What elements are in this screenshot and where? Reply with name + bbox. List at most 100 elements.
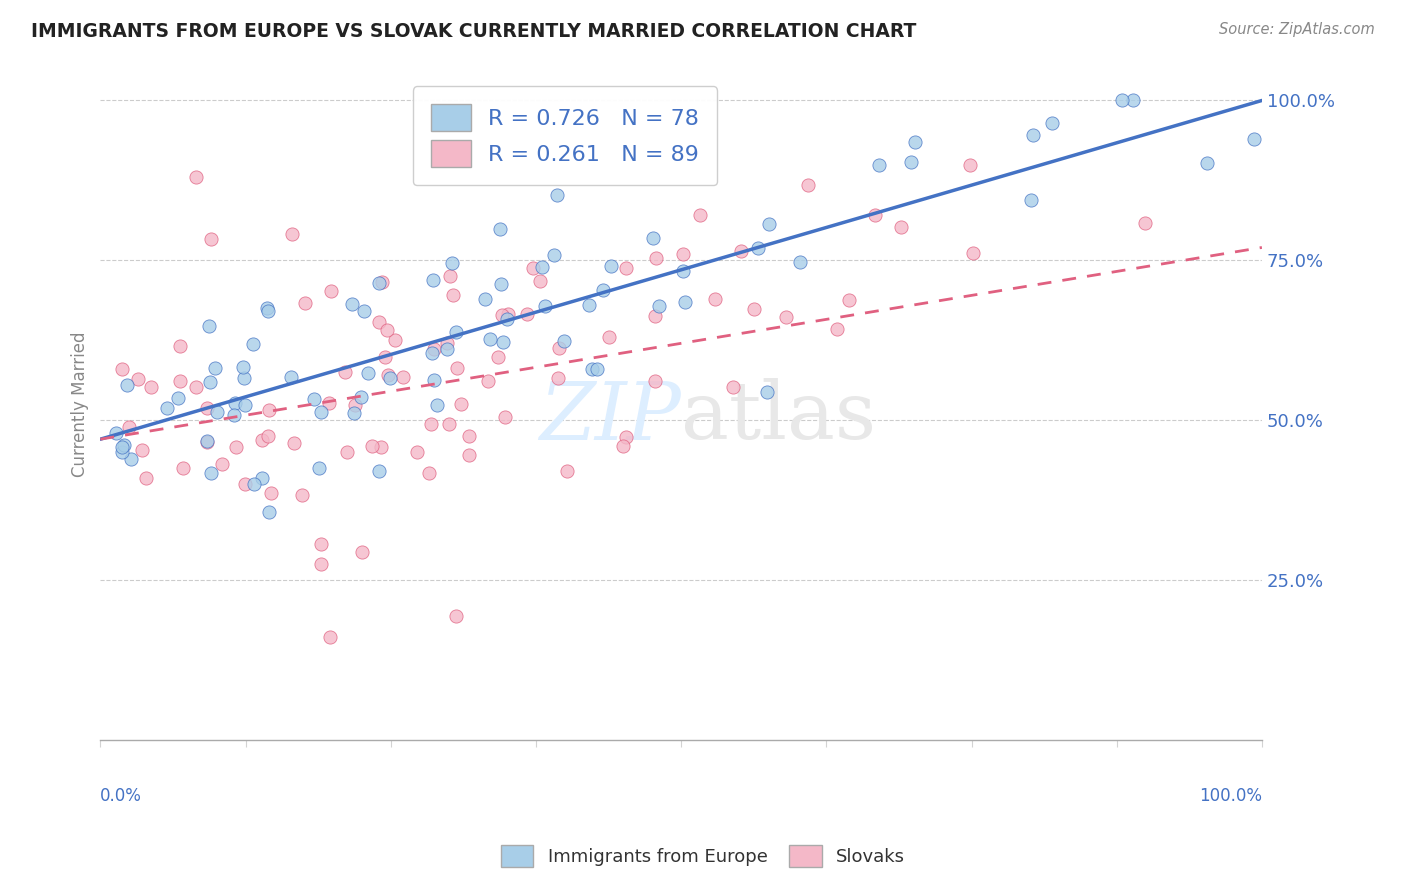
Point xyxy=(105,426,128,441)
Point xyxy=(531,260,554,274)
Point xyxy=(1019,193,1042,207)
Point xyxy=(419,417,441,431)
Point xyxy=(343,398,366,412)
Point xyxy=(491,277,513,292)
Point xyxy=(112,438,135,452)
Point xyxy=(127,372,149,386)
Point xyxy=(1133,216,1156,230)
Point xyxy=(200,375,222,389)
Point xyxy=(446,361,468,376)
Point xyxy=(225,440,247,454)
Point xyxy=(742,301,765,316)
Point xyxy=(375,322,398,336)
Point xyxy=(586,362,609,376)
Point xyxy=(1243,132,1265,146)
Point xyxy=(420,346,443,360)
Point xyxy=(458,448,481,462)
Point xyxy=(232,360,254,375)
Point xyxy=(838,293,860,308)
Point xyxy=(242,477,264,491)
Point xyxy=(333,365,356,379)
Point xyxy=(204,360,226,375)
Point xyxy=(592,283,614,297)
Point xyxy=(441,288,464,302)
Point xyxy=(302,392,325,406)
Point xyxy=(357,366,380,380)
Point xyxy=(534,299,557,313)
Point xyxy=(491,308,513,322)
Text: Source: ZipAtlas.com: Source: ZipAtlas.com xyxy=(1219,22,1375,37)
Point xyxy=(614,430,637,444)
Point xyxy=(319,630,342,644)
Point xyxy=(900,155,922,169)
Point xyxy=(340,296,363,310)
Point xyxy=(250,433,273,447)
Point xyxy=(529,274,551,288)
Point xyxy=(439,268,461,283)
Point xyxy=(789,255,811,269)
Point xyxy=(423,342,446,356)
Point xyxy=(195,434,218,449)
Point xyxy=(111,441,134,455)
Point xyxy=(257,428,280,442)
Point xyxy=(648,299,671,313)
Point xyxy=(492,335,515,350)
Point xyxy=(281,227,304,242)
Point xyxy=(197,434,219,449)
Point xyxy=(494,410,516,425)
Point xyxy=(257,505,280,519)
Point xyxy=(689,208,711,222)
Point xyxy=(479,333,502,347)
Point xyxy=(374,350,396,364)
Point xyxy=(392,370,415,384)
Y-axis label: Currently Married: Currently Married xyxy=(72,331,89,477)
Point xyxy=(614,261,637,276)
Point xyxy=(336,444,359,458)
Point xyxy=(257,303,280,318)
Point xyxy=(378,371,401,385)
Point xyxy=(890,219,912,234)
Point xyxy=(370,275,392,289)
Point xyxy=(436,342,458,356)
Point xyxy=(797,178,820,192)
Point xyxy=(1122,94,1144,108)
Point xyxy=(184,380,207,394)
Point xyxy=(444,325,467,339)
Point xyxy=(457,428,479,442)
Point xyxy=(557,464,579,478)
Point xyxy=(486,350,509,364)
Point xyxy=(418,467,440,481)
Point xyxy=(139,380,162,394)
Point xyxy=(578,298,600,312)
Point xyxy=(367,464,389,478)
Point xyxy=(495,312,517,326)
Point xyxy=(250,471,273,485)
Point xyxy=(350,390,373,404)
Point xyxy=(747,241,769,255)
Point xyxy=(522,261,544,276)
Point xyxy=(211,457,233,471)
Point xyxy=(426,398,449,412)
Point xyxy=(868,158,890,172)
Point xyxy=(672,247,695,261)
Point xyxy=(730,244,752,259)
Point xyxy=(186,170,208,185)
Point xyxy=(384,334,406,348)
Point xyxy=(256,301,278,315)
Text: atlas: atlas xyxy=(681,378,876,457)
Point xyxy=(547,342,569,356)
Point xyxy=(200,467,222,481)
Point xyxy=(474,292,496,306)
Point xyxy=(169,339,191,353)
Point xyxy=(259,402,281,417)
Point xyxy=(644,309,666,323)
Point xyxy=(280,370,302,384)
Point xyxy=(644,375,666,389)
Point xyxy=(309,405,332,419)
Point xyxy=(543,248,565,262)
Point xyxy=(260,486,283,500)
Point xyxy=(672,263,695,277)
Point xyxy=(343,406,366,420)
Point xyxy=(115,378,138,392)
Point xyxy=(360,439,382,453)
